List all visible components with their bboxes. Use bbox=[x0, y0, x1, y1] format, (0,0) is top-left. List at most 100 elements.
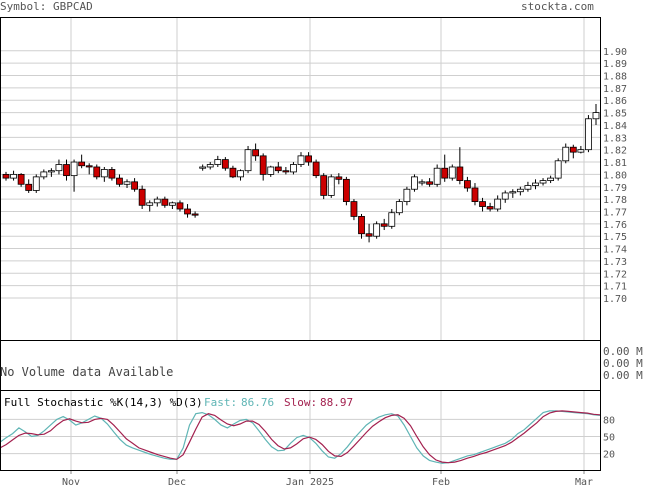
candle-body bbox=[403, 188, 411, 202]
candle-body bbox=[471, 187, 479, 202]
candle-body bbox=[32, 176, 40, 191]
candle bbox=[373, 221, 381, 239]
candle-body bbox=[146, 202, 154, 206]
price-tick-label: 1.73 bbox=[603, 257, 627, 268]
price-tick-label: 1.83 bbox=[603, 133, 627, 144]
price-axis: 1.701.71 1.721.731.74 1.751.76 1.771.781.79… bbox=[603, 47, 627, 305]
candle bbox=[78, 154, 86, 169]
candle bbox=[365, 223, 373, 243]
candle-body bbox=[539, 180, 547, 184]
candle bbox=[191, 211, 199, 218]
x-axis: Nov Dec Jan 2025 Feb Mar bbox=[62, 470, 593, 486]
price-tick-label: 1.87 bbox=[603, 84, 627, 95]
candle bbox=[267, 165, 275, 177]
candle-body bbox=[448, 166, 456, 179]
candle-body bbox=[108, 169, 116, 179]
fast-label: Fast: bbox=[204, 396, 238, 409]
candle-body bbox=[17, 173, 25, 185]
candle bbox=[153, 196, 161, 207]
price-tick-label: 1.84 bbox=[603, 121, 627, 132]
candle-body bbox=[426, 181, 433, 185]
price-tick-label: 1.72 bbox=[603, 269, 627, 280]
candle bbox=[221, 157, 229, 171]
candle bbox=[509, 189, 517, 198]
stochastic-title: Full Stochastic %K(14,3) %D(3) bbox=[4, 396, 203, 409]
candle-body bbox=[184, 208, 191, 215]
candle-body bbox=[433, 167, 441, 185]
candle bbox=[305, 152, 312, 166]
candle-body bbox=[501, 192, 509, 200]
candle bbox=[32, 174, 40, 193]
price-tick-label: 1.81 bbox=[603, 158, 627, 169]
price-tick-label: 1.80 bbox=[603, 170, 627, 181]
x-tick-label: Jan 2025 bbox=[286, 477, 334, 486]
price-candles bbox=[2, 103, 600, 243]
volume-tick-2: 0.00 M bbox=[603, 357, 643, 370]
candle-body bbox=[169, 202, 176, 206]
candle bbox=[320, 173, 328, 200]
price-grid bbox=[0, 17, 600, 340]
candle-body bbox=[176, 202, 184, 210]
candle-body bbox=[40, 171, 48, 178]
candle-body bbox=[524, 185, 532, 190]
candle bbox=[358, 213, 365, 239]
candle-body bbox=[93, 166, 101, 178]
candle-body bbox=[123, 181, 131, 185]
candle-body bbox=[456, 166, 464, 181]
candle bbox=[17, 173, 25, 187]
candle bbox=[138, 185, 146, 210]
candle-body bbox=[554, 160, 562, 179]
candle bbox=[426, 178, 433, 187]
candle bbox=[501, 190, 509, 203]
candle bbox=[290, 162, 297, 175]
price-tick-label: 1.76 bbox=[603, 220, 627, 231]
fast-line bbox=[0, 410, 601, 464]
slow-value: 88.97 bbox=[320, 396, 354, 409]
slow-label: Slow: bbox=[284, 396, 318, 409]
candle-body bbox=[25, 183, 33, 191]
candle bbox=[161, 196, 169, 208]
symbol-label: Symbol: GBPCAD bbox=[0, 0, 93, 13]
candle bbox=[342, 176, 350, 206]
candle bbox=[244, 145, 252, 174]
stochastic-tick-label: 20 bbox=[603, 450, 615, 461]
candle bbox=[40, 169, 48, 180]
candle bbox=[403, 186, 411, 206]
candle-body bbox=[585, 118, 592, 151]
candle-body bbox=[532, 182, 539, 186]
candle bbox=[335, 173, 343, 185]
x-tick-label: Nov bbox=[62, 477, 80, 486]
candle bbox=[55, 159, 63, 175]
candle-body bbox=[464, 180, 471, 189]
stochastic-tick-label: 50 bbox=[603, 433, 615, 444]
candle bbox=[479, 197, 486, 212]
candle-body bbox=[305, 155, 312, 163]
candle bbox=[562, 143, 570, 164]
candle-body bbox=[2, 173, 10, 179]
candle-body bbox=[116, 177, 123, 185]
candle bbox=[456, 147, 464, 185]
candle-body bbox=[47, 170, 55, 173]
stochastic-panel-frame bbox=[0, 390, 601, 471]
slow-line bbox=[0, 410, 601, 464]
candle-body bbox=[138, 188, 146, 206]
candle bbox=[433, 164, 441, 187]
candle-body bbox=[199, 166, 207, 169]
candle bbox=[441, 154, 449, 182]
candle bbox=[206, 162, 214, 170]
candle-body bbox=[259, 155, 267, 175]
stochastic-axis: 80 50 20 bbox=[603, 415, 615, 460]
candle-body bbox=[350, 201, 358, 217]
x-tick-label: Feb bbox=[432, 477, 450, 486]
candle-body bbox=[100, 169, 108, 178]
candle bbox=[282, 166, 290, 175]
candle bbox=[388, 209, 396, 229]
fast-value: 86.76 bbox=[241, 396, 275, 409]
candle bbox=[229, 165, 237, 179]
site-label[interactable]: stockta.com bbox=[521, 0, 594, 13]
candle-body bbox=[244, 149, 252, 172]
candle bbox=[554, 158, 562, 181]
candle-body bbox=[131, 181, 138, 190]
candle bbox=[146, 200, 154, 212]
candle-body bbox=[562, 146, 570, 162]
